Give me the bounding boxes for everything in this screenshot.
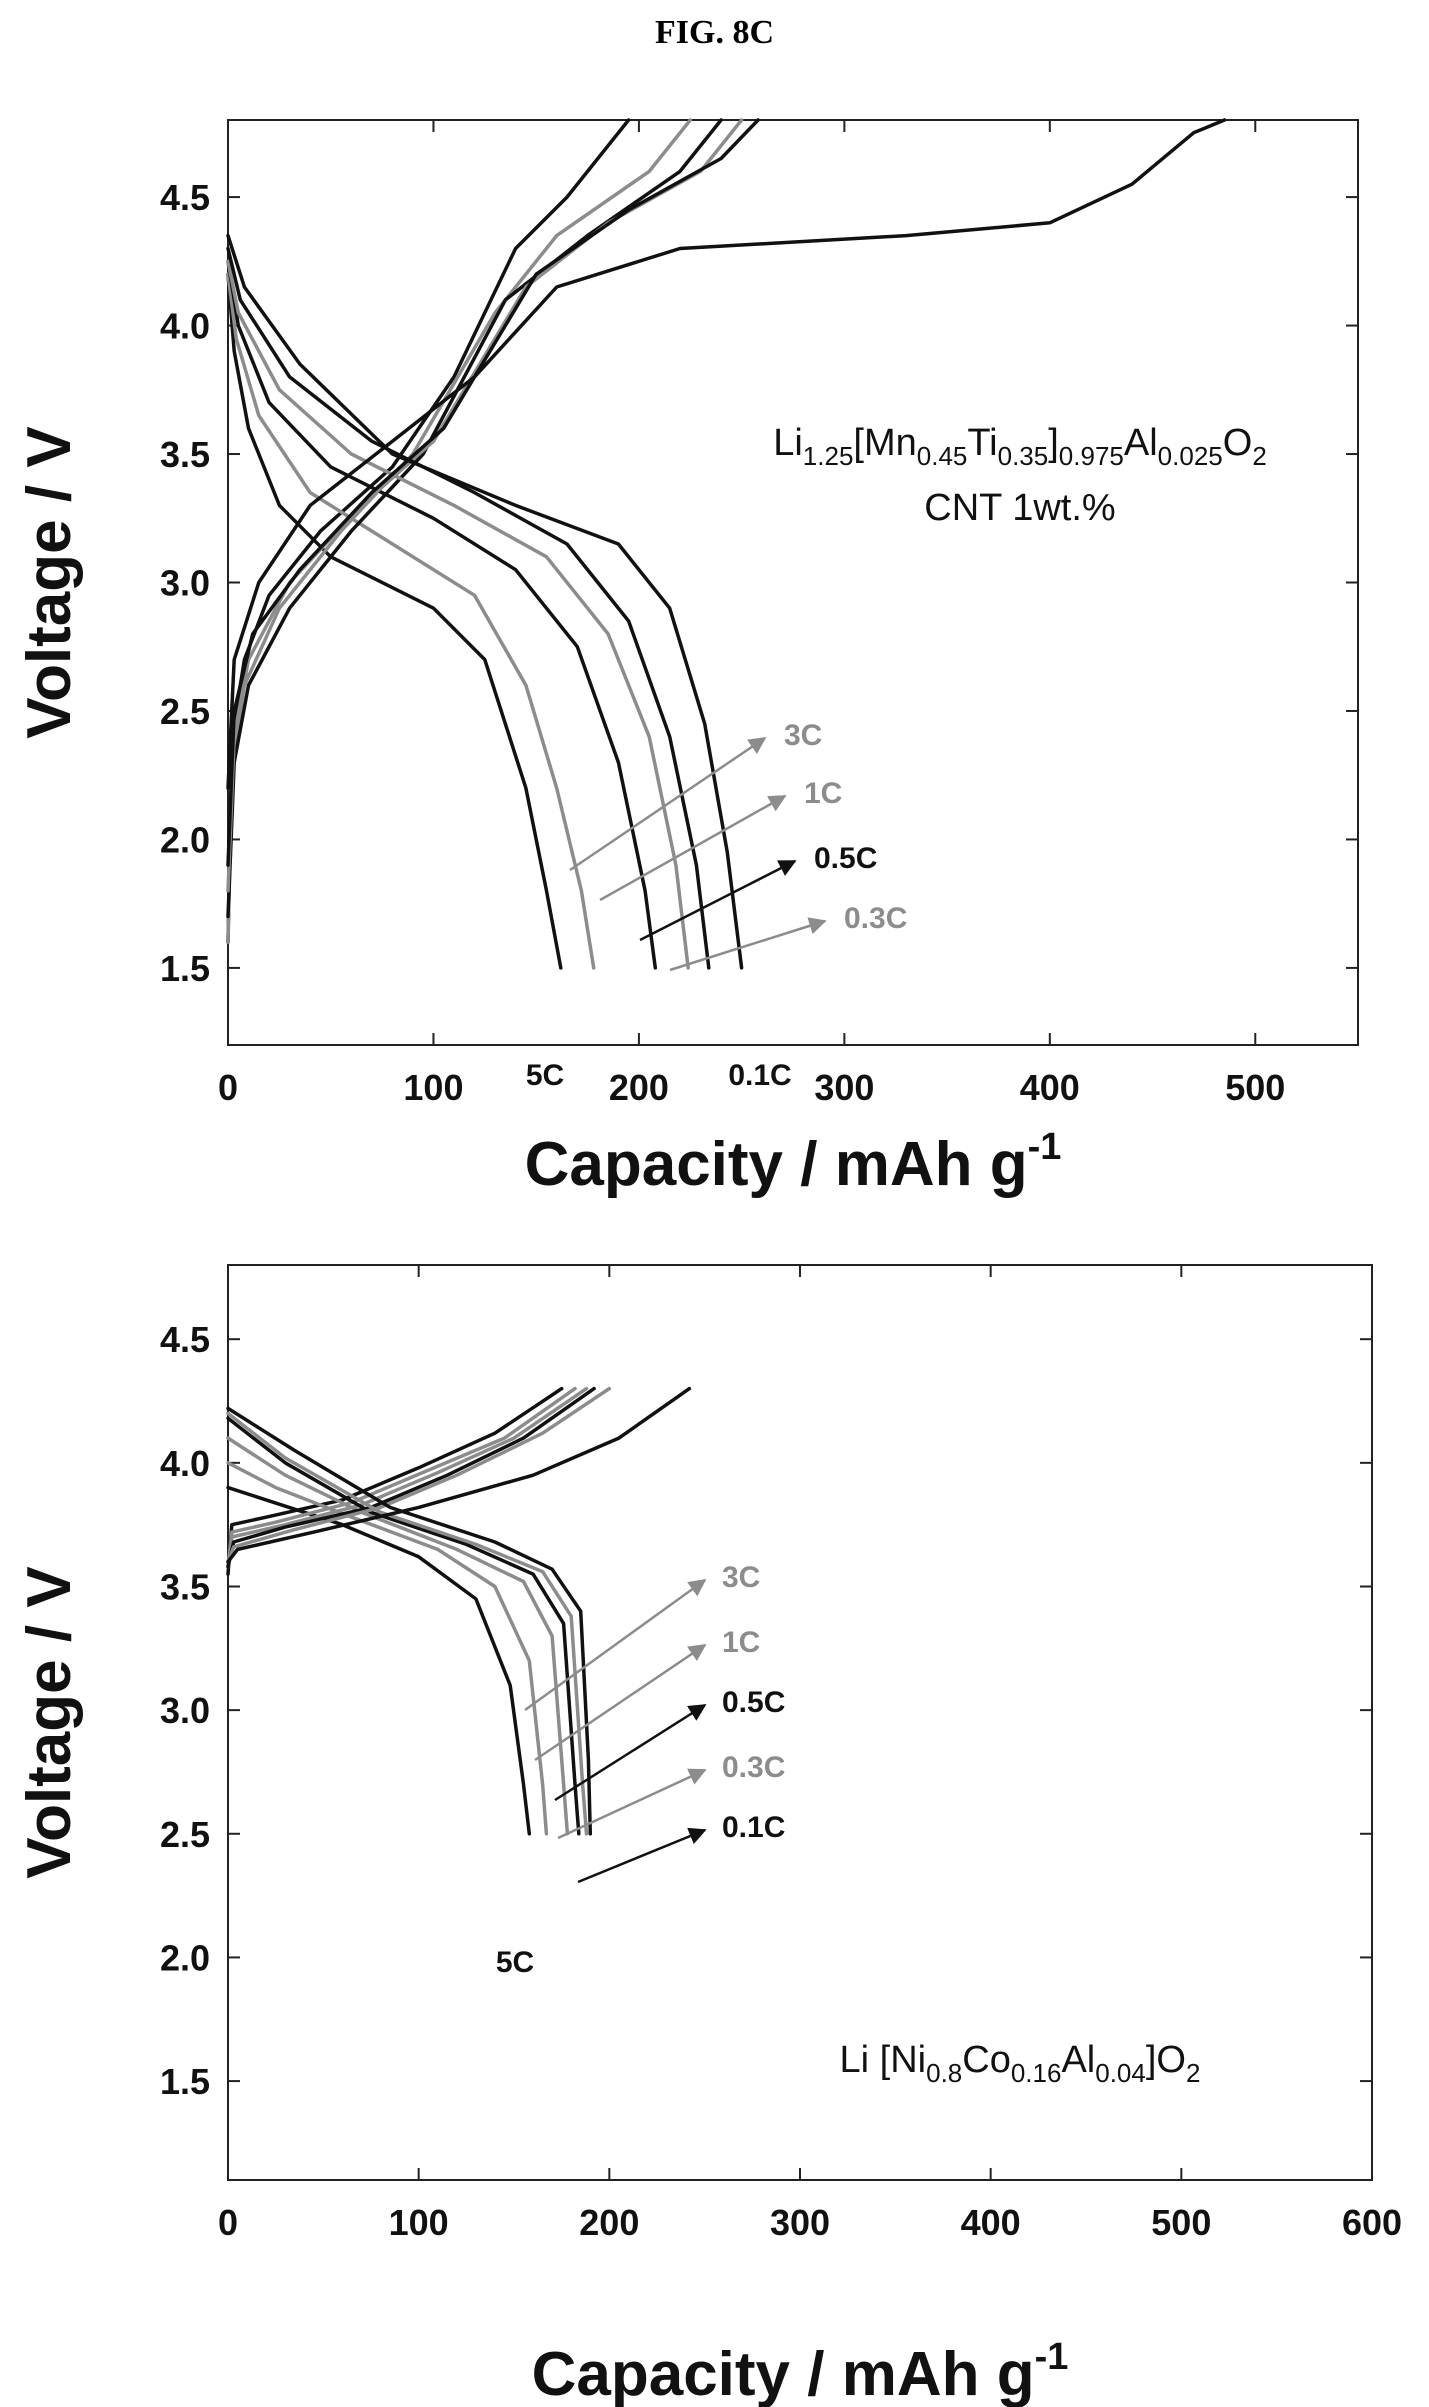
x-tick-label: 300 <box>770 2202 830 2243</box>
rate-arrow-1C <box>534 1643 707 1762</box>
x-tick-label: 0 <box>218 1067 238 1108</box>
additive-note: CNT 1wt.% <box>924 487 1115 529</box>
x-tick-label: 400 <box>961 2202 1021 2243</box>
rate-arrow-1C <box>599 794 787 902</box>
series-1C-charge-curve <box>226 118 723 919</box>
y-tick-label: 2.0 <box>160 819 210 860</box>
rate-label-1C: 1C <box>722 1626 760 1659</box>
x-tick-label: 500 <box>1225 1067 1285 1108</box>
series-1C-discharge-curve <box>226 259 658 970</box>
y-tick-label: 2.5 <box>160 1814 210 1855</box>
x-tick-label: 100 <box>389 2202 449 2243</box>
series-0.1C-discharge-curve <box>226 1406 593 1836</box>
y-tick-label: 3.0 <box>160 1690 210 1731</box>
series-1C-discharge-curve <box>226 1436 570 1836</box>
rate-label-0.5C: 0.5C <box>814 842 877 875</box>
series-0.3C-discharge-curve <box>226 246 711 970</box>
rate-label-3C: 3C <box>722 1561 760 1594</box>
y-tick-label: 2.5 <box>160 691 210 732</box>
series-0.1C-charge-curve <box>226 118 1227 790</box>
series-3C-discharge-curve <box>226 272 596 970</box>
compound-formula: Li [Ni0.8Co0.16Al0.04]O2 <box>840 2039 1201 2088</box>
chart-top: 0 100 200 300 400 500 1.5 2.0 2.5 3.0 3.5 4.0 4.5 Cap… <box>15 118 1359 1199</box>
rate-label-0.3C: 0.3C <box>844 902 907 935</box>
y-tick-label: 4.5 <box>160 1319 210 1360</box>
series-3C-discharge-curve <box>226 1461 549 1836</box>
x-tick-label: 0 <box>218 2202 238 2243</box>
figure-title: FIG. 8C <box>655 14 774 51</box>
series-0.5C-discharge-curve <box>226 259 690 970</box>
series-5C-charge-curve <box>226 1386 564 1576</box>
rate-label-0.5C: 0.5C <box>722 1686 785 1719</box>
series-0.3C-charge-curve <box>226 1386 612 1564</box>
x-tick-label: 600 <box>1342 2202 1402 2243</box>
x-tick-label: 100 <box>403 1067 463 1108</box>
x-tick-label: 500 <box>1151 2202 1211 2243</box>
rate-label-3C: 3C <box>784 719 822 752</box>
series-0.3C-charge-curve <box>226 118 760 867</box>
rate-label-1C: 1C <box>804 777 842 810</box>
x-axis-label: Capacity / mAh g-1 <box>532 2336 1069 2407</box>
y-tick-label: 3.5 <box>160 434 210 475</box>
y-tick-label: 4.5 <box>160 177 210 218</box>
series-5C-discharge-curve <box>226 272 563 970</box>
rate-arrow-0.3C <box>557 1768 707 1840</box>
plot-frame <box>227 1264 1373 2181</box>
rate-arrow-0.5C <box>639 859 797 942</box>
y-tick-label: 3.5 <box>160 1566 210 1607</box>
series-0.3C-discharge-curve <box>226 1411 589 1836</box>
x-tick-label: 300 <box>814 1067 874 1108</box>
x-axis-label: Capacity / mAh g-1 <box>525 1126 1062 1199</box>
compound-formula: Li1.25[Mn0.45Ti0.35]0.975Al0.025O2 <box>773 422 1267 471</box>
x-tick-label: 400 <box>1020 1067 1080 1108</box>
rate-arrow-3C <box>569 736 767 872</box>
rate-arrow-0.3C <box>669 917 827 972</box>
plot-frame <box>227 119 1359 1046</box>
y-tick-label: 1.5 <box>160 2061 210 2102</box>
y-tick-label: 4.0 <box>160 1443 210 1484</box>
series-5C-charge-curve <box>226 118 631 944</box>
series-0.5C-charge-curve <box>226 118 744 893</box>
rate-arrow-3C <box>524 1578 707 1712</box>
rate-label-0.3C: 0.3C <box>722 1751 785 1784</box>
series-3C-charge-curve <box>226 118 693 944</box>
x-tick-label: 200 <box>609 1067 669 1108</box>
rate-label-0.1C: 0.1C <box>728 1059 791 1092</box>
rate-label-5C: 5C <box>526 1059 564 1092</box>
y-tick-label: 4.0 <box>160 306 210 347</box>
chart-bottom: 0 100 200 300 400 500 600 1.5 2.0 2.5 3.0 3.5 4.0 4.5… <box>15 1264 1402 2407</box>
series-0.5C-discharge-curve <box>226 1416 581 1836</box>
rate-label-0.1C: 0.1C <box>722 1811 785 1844</box>
rate-label-5C: 5C <box>496 1946 534 1979</box>
y-axis-label: Voltage / V <box>15 1566 84 1878</box>
x-tick-label: 200 <box>579 2202 639 2243</box>
y-axis-label: Voltage / V <box>15 426 84 738</box>
y-tick-label: 2.0 <box>160 1937 210 1978</box>
series-0.1C-discharge-curve <box>226 233 744 970</box>
series-5C-discharge-curve <box>226 1485 532 1836</box>
rate-arrow-0.1C <box>577 1827 707 1884</box>
y-tick-label: 3.0 <box>160 563 210 604</box>
rate-arrow-0.5C <box>554 1703 707 1802</box>
series-0.1C-charge-curve <box>226 1386 692 1564</box>
y-tick-label: 1.5 <box>160 948 210 989</box>
